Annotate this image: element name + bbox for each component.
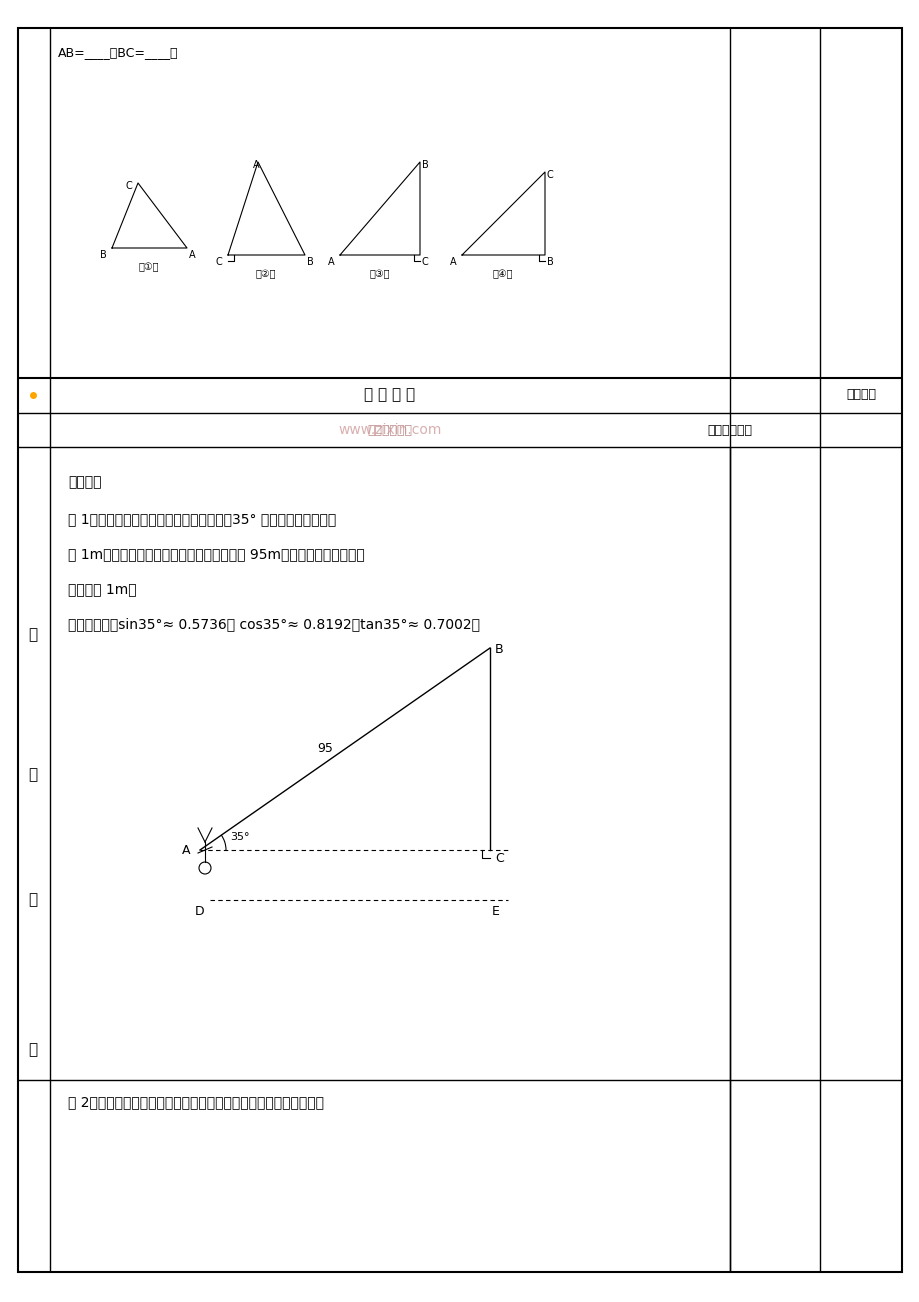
Text: C: C <box>216 256 222 267</box>
Text: 程: 程 <box>28 1043 38 1057</box>
Text: 教师主导活动: 教师主导活动 <box>367 423 412 436</box>
Text: 学生主体活动: 学生主体活动 <box>707 423 752 436</box>
Text: （参考数据：sin35°≈ 0.5736， cos35°≈ 0.8192，tan35°≈ 0.7002）: （参考数据：sin35°≈ 0.5736， cos35°≈ 0.8192，tan… <box>68 617 480 631</box>
Text: B: B <box>422 160 428 171</box>
Text: B: B <box>547 256 553 267</box>
Text: C: C <box>126 181 132 191</box>
Text: 教: 教 <box>28 767 38 783</box>
Text: （精确到 1m）: （精确到 1m） <box>68 582 137 596</box>
Text: A: A <box>188 250 196 260</box>
Text: A: A <box>328 256 335 267</box>
Text: 例 1、小明正在放风筝，风筝线与水平线戕35° 角时，小明的手离地: 例 1、小明正在放风筝，风筝线与水平线戕35° 角时，小明的手离地 <box>68 512 335 526</box>
Text: C: C <box>547 171 553 180</box>
Text: 面 1m，若把放出的风筝线看成一条线段，长 95m，求风筝此时的高度。: 面 1m，若把放出的风筝线看成一条线段，长 95m，求风筝此时的高度。 <box>68 547 364 561</box>
Text: 第②题: 第②题 <box>255 270 276 279</box>
Text: A: A <box>182 844 190 857</box>
Text: C: C <box>422 256 428 267</box>
Text: 过: 过 <box>28 892 38 907</box>
Text: 第③题: 第③题 <box>369 270 390 279</box>
Text: 例 2、工人师傅沿着一块斜靠在车厘后部的木板往汽车上推一个油桶: 例 2、工人师傅沿着一块斜靠在车厘后部的木板往汽车上推一个油桶 <box>68 1095 323 1109</box>
Text: E: E <box>492 905 499 918</box>
Text: A: A <box>449 256 456 267</box>
Text: 教 学 内 容: 教 学 内 容 <box>364 388 415 402</box>
Text: AB=____，BC=____。: AB=____，BC=____。 <box>58 46 178 59</box>
Text: 第①题: 第①题 <box>139 262 159 272</box>
Text: www.zixin.com: www.zixin.com <box>338 423 441 437</box>
Text: 35°: 35° <box>230 832 249 842</box>
Text: B: B <box>100 250 107 260</box>
Text: B: B <box>307 256 313 267</box>
Text: B: B <box>494 643 503 656</box>
Text: D: D <box>195 905 204 918</box>
Text: 后: 后 <box>28 628 38 642</box>
Text: 二、例题: 二、例题 <box>68 475 101 490</box>
Text: 第④题: 第④题 <box>493 270 513 279</box>
Text: A: A <box>253 160 259 171</box>
Text: 95: 95 <box>317 742 333 755</box>
Text: C: C <box>494 852 504 865</box>
Text: 个案调整: 个案调整 <box>845 388 875 401</box>
